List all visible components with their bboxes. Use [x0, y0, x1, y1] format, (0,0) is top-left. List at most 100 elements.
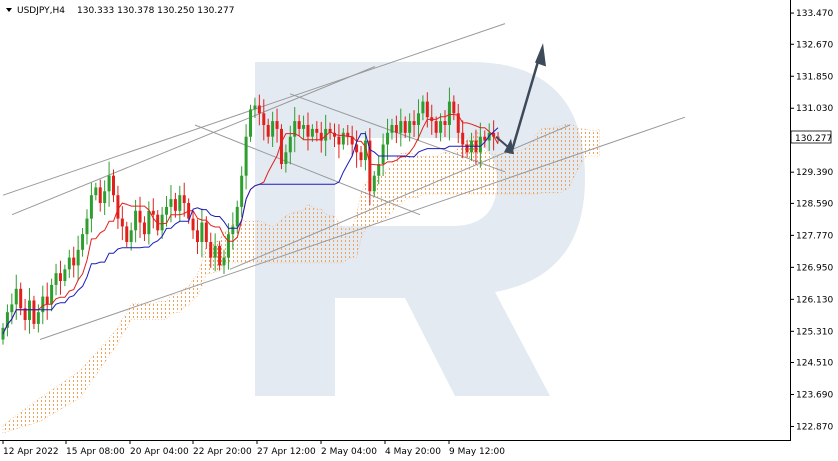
candle-body — [381, 144, 385, 164]
candle-body — [399, 121, 403, 133]
ohlc-values: 130.333 130.378 130.250 130.277 — [77, 6, 234, 16]
candle-body — [372, 175, 376, 192]
candle-body — [355, 144, 359, 153]
y-tick-label: 122.870 — [796, 422, 833, 432]
candle-body — [134, 210, 138, 231]
x-tick-label: 27 Apr 12:00 — [257, 447, 316, 457]
candle-body — [160, 214, 164, 231]
ichimoku-cloud — [2, 124, 600, 434]
candle-body — [76, 249, 80, 266]
candle-body — [120, 218, 124, 227]
candle-body — [337, 136, 341, 145]
candle-body — [235, 206, 239, 227]
candle-body — [125, 226, 129, 242]
chart-menu-icon[interactable] — [6, 8, 12, 12]
candle-body — [279, 128, 283, 164]
y-tick-label: 127.770 — [796, 231, 833, 241]
y-tick-label: 128.590 — [796, 199, 833, 209]
forecast-arrow — [495, 43, 546, 155]
symbol-timeframe: USDJPY,H4 — [17, 6, 65, 16]
candle-body — [249, 109, 253, 137]
cloud-area — [2, 124, 600, 434]
forecast-up-line — [510, 54, 542, 151]
candle-body — [67, 257, 71, 270]
ichimoku-lines — [2, 114, 499, 335]
candle-body — [112, 175, 115, 196]
candle-body — [200, 222, 204, 242]
candle-body — [138, 210, 142, 223]
forecast-dip-head-icon — [504, 138, 514, 155]
candle-body — [226, 234, 230, 258]
candle-body — [359, 152, 363, 161]
y-tick-label: 131.030 — [796, 104, 833, 114]
candle-body — [297, 121, 301, 129]
candle-body — [386, 132, 390, 145]
kijun-line — [2, 127, 499, 335]
forecast-arrowhead-icon — [535, 43, 546, 67]
candle-body — [377, 164, 381, 176]
candle-body — [408, 121, 412, 133]
candle-body — [5, 312, 9, 328]
candle-body — [284, 152, 288, 164]
candle-body — [178, 195, 182, 211]
candle-body — [213, 245, 217, 258]
candle-body — [262, 113, 266, 125]
candle-body — [231, 226, 235, 235]
candle-body — [45, 296, 49, 305]
candle-body — [421, 101, 425, 114]
candle-body — [142, 222, 146, 235]
candle-body — [253, 105, 257, 110]
y-tick-label: 126.950 — [796, 263, 833, 273]
candle-body — [425, 101, 429, 118]
candle-body — [19, 288, 23, 309]
candle-body — [368, 140, 372, 192]
candle-body — [89, 195, 93, 219]
candle-body — [182, 195, 186, 203]
y-tick-label: 124.510 — [796, 359, 833, 369]
candle-body — [41, 296, 45, 313]
candle-body — [478, 136, 482, 153]
candle-body — [209, 242, 213, 258]
candle-body — [85, 218, 89, 235]
x-tick-label: 20 Apr 04:00 — [130, 447, 189, 457]
candle-body — [447, 101, 451, 125]
candle-body — [54, 273, 58, 285]
candle-body — [319, 132, 323, 141]
y-tick-label: 133.470 — [796, 9, 833, 19]
candle-body — [439, 121, 443, 133]
candle-body — [218, 245, 222, 266]
candle-body — [456, 113, 460, 133]
x-tick-label: 12 Apr 2022 — [3, 447, 59, 457]
candle-body — [341, 132, 345, 145]
candle-body — [94, 187, 98, 196]
candle-body — [492, 132, 496, 137]
candle-body — [81, 234, 85, 250]
candle-body — [443, 121, 447, 125]
candle-body — [72, 257, 76, 266]
current-price-marker: 130.277 — [790, 130, 832, 144]
candle-body — [240, 175, 244, 207]
candle-body — [107, 175, 111, 192]
chart-header: USDJPY,H4 130.333 130.378 130.250 130.27… — [6, 6, 234, 16]
x-tick-label: 22 Apr 20:00 — [193, 447, 252, 457]
candle-body — [36, 312, 40, 324]
candle-body — [328, 128, 332, 133]
y-tick-label: 125.310 — [796, 327, 833, 337]
candle-body — [195, 230, 199, 242]
y-tick-label: 126.130 — [796, 295, 833, 305]
x-axis: 12 Apr 2022 15 Apr 08:00 20 Apr 04:00 22 Ap… — [2, 440, 505, 457]
candle-body — [412, 121, 416, 125]
candle-body — [346, 132, 350, 137]
x-tick-label: 4 May 20:00 — [385, 447, 441, 457]
candle-body — [169, 199, 173, 207]
candle-body — [363, 140, 367, 161]
candle-body — [310, 128, 314, 137]
candle-body — [129, 230, 133, 242]
candle-body — [293, 121, 297, 137]
candle-body — [434, 121, 438, 133]
candle-body — [58, 273, 62, 281]
candle-body — [63, 269, 67, 281]
candle-body — [324, 128, 328, 141]
wedge-lower-line — [194, 124, 421, 216]
